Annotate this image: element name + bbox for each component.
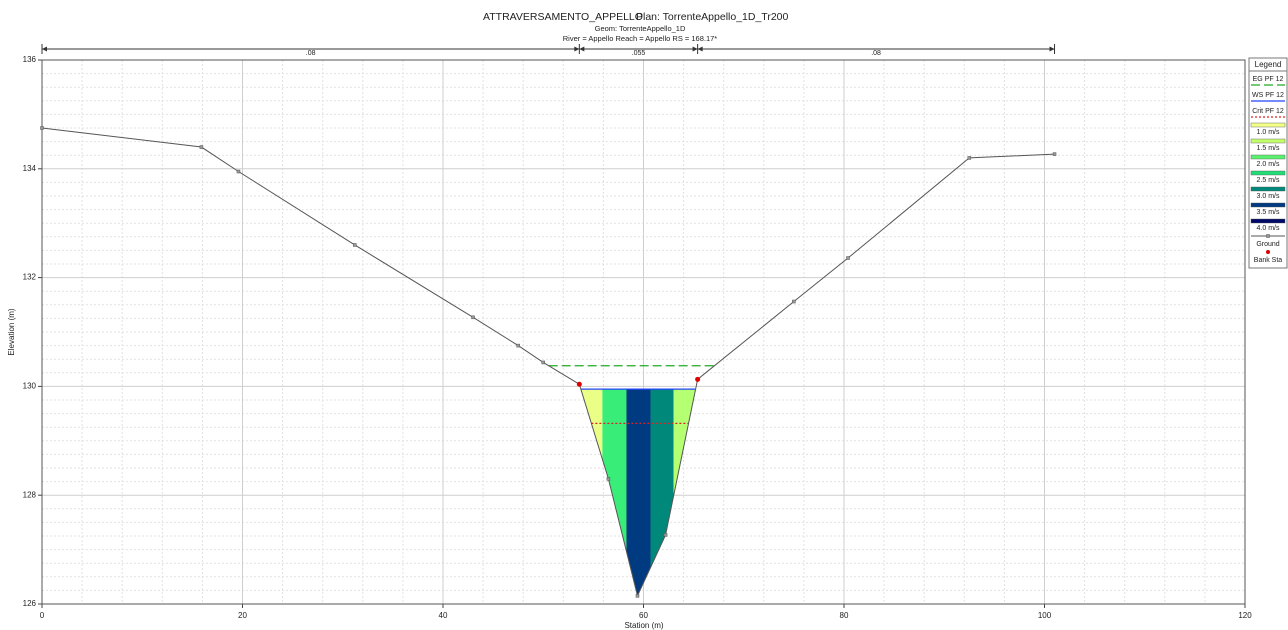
ground-point [541, 360, 545, 365]
x-tick-label: 120 [1238, 611, 1252, 620]
velocity-slice [626, 389, 651, 596]
x-tick-label: 0 [40, 611, 45, 620]
x-tick-label: 40 [439, 611, 448, 620]
ground-point [471, 315, 475, 320]
ground-point [967, 156, 972, 160]
legend-label: 3.5 m/s [1257, 209, 1280, 216]
ground-point [635, 594, 640, 598]
bank-station [695, 376, 701, 382]
legend-label: 2.5 m/s [1257, 177, 1280, 184]
x-tick-label: 20 [238, 611, 247, 620]
ground-point [663, 533, 668, 537]
n-label: .08 [871, 50, 881, 57]
legend-title: Legend [1255, 60, 1282, 69]
velocity-fill [580, 389, 696, 596]
legend-label: 1.5 m/s [1257, 145, 1280, 152]
ground-point [40, 126, 44, 130]
legend-swatch [1250, 186, 1286, 192]
y-axis-label: Elevation (m) [7, 308, 16, 355]
chart-title: ATTRAVERSAMENTO_APPELLO [483, 11, 643, 23]
subtitle: River = Appello Reach = Appello RS = 168… [563, 34, 718, 43]
velocity-slice [673, 389, 696, 596]
ground-point [846, 256, 850, 260]
plot-frame [41, 59, 1246, 605]
bank-station [576, 381, 582, 387]
ground-line [41, 127, 1055, 598]
y-tick-label: 126 [23, 599, 37, 608]
legend-label: 3.0 m/s [1257, 193, 1280, 200]
x-tick-label: 100 [1038, 611, 1052, 620]
plan-label: Plan: TorrenteAppello_1D_Tr200 [636, 11, 789, 23]
legend-swatch [1250, 170, 1286, 176]
velocity-slice [580, 389, 603, 596]
y-tick-label: 128 [23, 490, 37, 499]
legend-swatch [1250, 154, 1286, 160]
y-tick-label: 132 [23, 273, 37, 282]
legend-label: Ground [1256, 241, 1279, 248]
legend-label: Bank Sta [1254, 257, 1283, 264]
y-tick-label: 136 [23, 55, 37, 64]
ground-point [199, 145, 204, 149]
subtitle: Geom: TorrenteAppello_1D [595, 24, 686, 33]
velocity-slice [650, 389, 674, 596]
legend-swatch [1266, 250, 1270, 254]
ground-point [792, 299, 796, 304]
legend-swatch [1250, 138, 1286, 144]
legend-swatch [1250, 218, 1286, 224]
x-axis-label: Station (m) [624, 621, 663, 630]
y-tick-label: 130 [23, 382, 37, 391]
legend-label: WS PF 12 [1252, 92, 1284, 99]
y-tick-label: 134 [23, 164, 37, 173]
ground-point [236, 169, 241, 174]
legend-label: 4.0 m/s [1257, 225, 1280, 232]
legend-swatch [1250, 122, 1286, 128]
ground-point [516, 343, 520, 348]
legend-label: 2.0 m/s [1257, 161, 1280, 168]
ground-point [1052, 152, 1057, 156]
n-label: .055 [632, 50, 646, 57]
x-tick-label: 60 [639, 611, 648, 620]
legend-box [1248, 57, 1288, 269]
legend-label: 1.0 m/s [1257, 129, 1280, 136]
velocity-slice [602, 389, 627, 596]
legend-label: Crit PF 12 [1252, 108, 1284, 115]
ground-point [353, 243, 357, 247]
legend-label: EG PF 12 [1253, 76, 1284, 83]
ground-point [606, 477, 611, 481]
x-tick-label: 80 [840, 611, 849, 620]
legend-swatch [1266, 234, 1270, 238]
n-label: .08 [306, 50, 316, 57]
legend-swatch [1250, 202, 1286, 208]
